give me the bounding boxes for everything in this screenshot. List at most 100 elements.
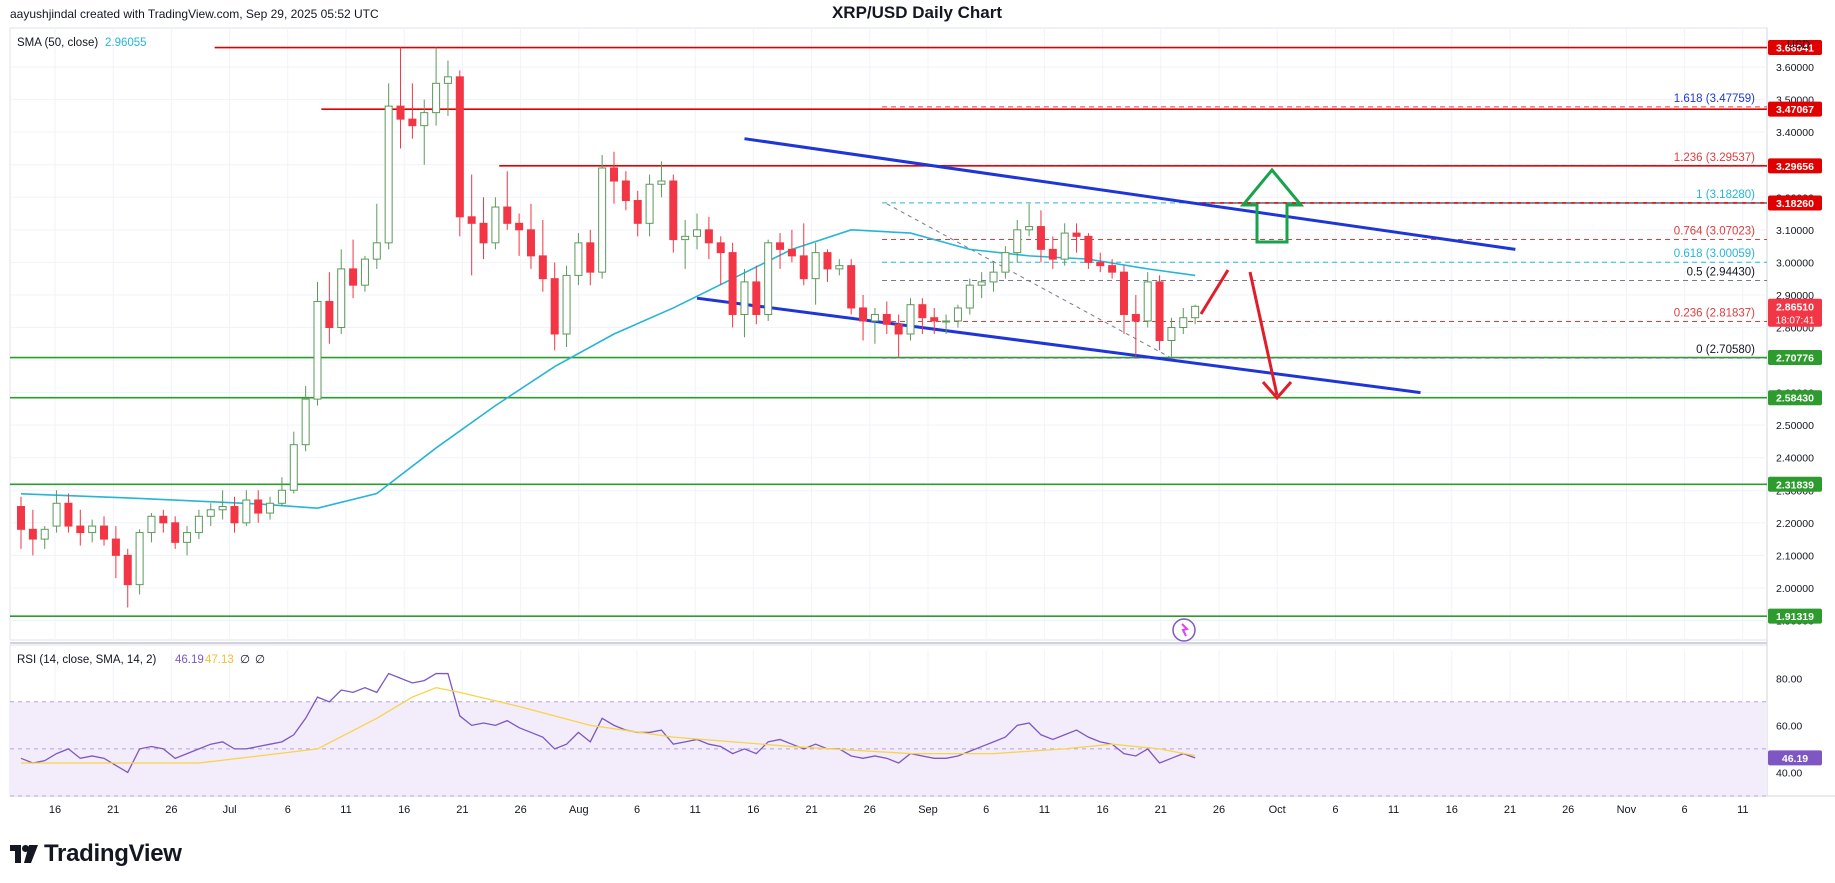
candle (787, 229, 796, 263)
candle (384, 83, 393, 250)
price-axis-badge: 3.47067 (1768, 101, 1822, 117)
candle-body (123, 554, 132, 586)
price-axis-badge-bg (1768, 608, 1822, 624)
candle-body (598, 167, 607, 273)
candle (977, 272, 986, 299)
x-tick-label: Oct (1269, 804, 1286, 816)
candle-body (408, 118, 417, 127)
candle-body (1131, 313, 1140, 322)
candle-body (859, 307, 868, 322)
candle (906, 298, 915, 341)
candle-body (1119, 271, 1128, 315)
x-tick-label: 16 (747, 804, 759, 816)
candle-body (906, 304, 915, 335)
candle (254, 490, 263, 523)
x-tick-label: 26 (864, 804, 876, 816)
candle-body (1025, 226, 1034, 231)
candle (349, 239, 358, 299)
candle (882, 301, 891, 334)
candle-body (135, 532, 144, 586)
candle-body (538, 255, 547, 280)
price-axis-badge: 1.91319 (1768, 608, 1822, 624)
candle (1025, 203, 1034, 237)
fib-level-label: 1.236 (3.29537) (1674, 152, 1755, 164)
candle (1072, 223, 1081, 253)
candle (1108, 259, 1117, 279)
candle (776, 233, 785, 269)
candle-body (396, 105, 405, 120)
candle-body (384, 105, 393, 244)
candle-body (420, 112, 429, 127)
candle (1179, 307, 1188, 334)
candle-body (289, 444, 298, 491)
price-axis-badge-bg (1768, 350, 1822, 366)
x-tick-label: 11 (689, 804, 700, 816)
candle (1167, 317, 1176, 357)
candle (1084, 233, 1093, 269)
candle-body (526, 229, 535, 257)
candle (894, 314, 903, 357)
y-tick-label: 3.00000 (1776, 257, 1814, 269)
candle (1155, 275, 1164, 351)
candle-body (942, 320, 951, 323)
candle (88, 519, 97, 543)
candle (266, 496, 275, 520)
price-axis-badge: 3.29656 (1768, 158, 1822, 174)
candle (989, 262, 998, 292)
candle (372, 203, 381, 269)
candle (206, 503, 215, 527)
candle-body (443, 76, 452, 84)
candle (479, 197, 488, 260)
price-axis-badge: 2.86510 18:07:41 (1768, 298, 1822, 327)
candle (930, 307, 939, 334)
candle (586, 229, 595, 286)
x-tick-label: 21 (1155, 804, 1167, 816)
candle (704, 216, 713, 260)
time-axis: 16 21 26 Jul 6 11 16 21 26 Aug 6 11 16 21 26 Sep 6 11 16 21… (49, 804, 1749, 816)
candle (870, 307, 879, 344)
price-axis-badge: 3.18260 (1768, 195, 1822, 211)
candle-body (183, 532, 192, 543)
x-tick-label: 21 (456, 804, 468, 816)
fib-level-label: 1 (3.18280) (1696, 189, 1755, 201)
rsi-legend-label[interactable]: RSI (14, close, SMA, 14, 2) (17, 654, 157, 666)
candle-body (76, 525, 85, 534)
candle-body (989, 271, 998, 283)
sma-legend-value: 2.96055 (105, 37, 147, 49)
candle (64, 493, 73, 533)
rsi-panel: 80.00 60.00 40.00 46.19 (10, 672, 1822, 797)
candle (432, 47, 441, 126)
candle-body (515, 222, 524, 231)
candle-body (194, 515, 203, 534)
candle (598, 154, 607, 279)
x-tick-label: Sep (918, 804, 938, 816)
candle-body (669, 180, 678, 241)
red-path-down (1248, 271, 1279, 396)
sma-legend-label[interactable]: SMA (50, close) (17, 37, 98, 49)
price-axis-badge: 2.31839 (1768, 476, 1822, 492)
candle (420, 99, 429, 165)
candle-body (1167, 326, 1176, 342)
x-tick-label: 16 (1096, 804, 1108, 816)
rsi-sma-line (21, 687, 1196, 764)
candle (1119, 265, 1128, 334)
candle (965, 278, 974, 315)
candle (17, 496, 25, 549)
candle (242, 490, 251, 527)
candle (799, 223, 808, 286)
price-axis-badge-label: 3.29656 (1776, 161, 1814, 173)
x-tick-label: 11 (1039, 804, 1050, 816)
rsi-legend-value: 46.19 (175, 654, 204, 666)
rsi-line (20, 672, 1196, 774)
x-tick-label: 26 (514, 804, 526, 816)
sma50-series (20, 229, 1196, 509)
y-tick-label: 2.20000 (1776, 518, 1814, 530)
candle (633, 190, 642, 237)
candle (194, 509, 203, 540)
candlestick-series (17, 47, 1200, 608)
candle-body (835, 265, 844, 270)
tradingview-logo[interactable]: TradingView (10, 840, 182, 868)
candle (491, 197, 500, 250)
candle (147, 513, 156, 543)
